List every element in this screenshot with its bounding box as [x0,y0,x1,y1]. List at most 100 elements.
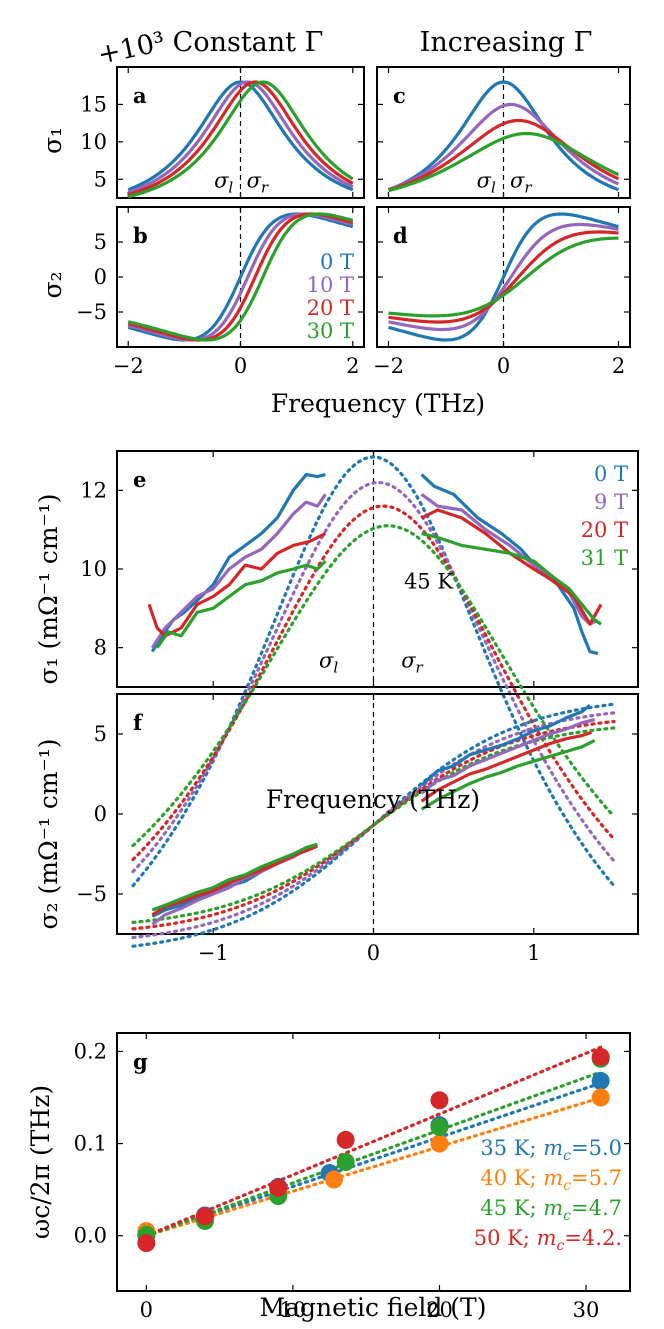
bottom-x-axis-label: Magnetic field (T) [260,1293,487,1322]
series-line-30t [388,131,620,193]
panel-e: 8 10 12 e 0 T 9 T 20 T 31 T 45 K σl σr σ₁ (mΩ⁻¹ cm⁻… [34,450,639,888]
fit-line-45k [144,1070,603,1238]
fit-line-35k [144,1081,603,1238]
y-tick-label: 0 [94,265,107,289]
y-tick-label: 0.1 [74,1132,107,1156]
legend-entry: 20 T [581,518,628,542]
title-increasing-gamma: Increasing Γ [420,27,593,58]
y-tick-label: −5 [76,882,107,906]
panel-d: −2 0 2 d [373,206,631,378]
x-tick-label: −2 [373,354,404,378]
y-tick-label: 12 [80,478,107,502]
data-point-40k [324,1170,343,1189]
x-tick-label: 20 [426,1298,453,1322]
y-tick-label: 5 [94,167,107,191]
fit-line-20t [131,504,616,862]
legend-entry: 10 T [307,273,354,297]
y-tick-label: 5 [94,722,107,746]
data-point-50k [591,1047,610,1066]
data-line-31t-left [155,559,327,649]
x-tick-label: −2 [113,354,144,378]
temperature-label: 45 K [404,570,453,594]
panel-e-label: e [133,467,146,492]
panel-a: 5 10 15 a σl σr σ₁ [38,66,365,199]
y-axis-label: σ₁ [38,127,67,154]
fit-line-40k [144,1096,603,1238]
annotation-sigma-r: σr [247,169,269,197]
y-tick-label: 0 [94,802,107,826]
panel-d-label: d [393,223,408,248]
data-line-9t-right [420,493,599,626]
x-tick-label: 0 [234,354,247,378]
y-tick-label: 5 [94,230,107,254]
y-axis-label: σ₂ [38,271,67,298]
legend-entry: 35 K; mc=5.0 [480,1136,622,1164]
panel-b-label: b [133,223,148,248]
series-line-0t [388,212,619,342]
data-line-9t-left [150,493,327,649]
data-line-20t-right [420,730,593,803]
legend-entry: 31 T [581,546,628,570]
y-tick-label: 8 [94,636,107,660]
annotation-sigma-r: σr [510,169,532,197]
series-line-30t [127,212,354,342]
data-point-35k [591,1071,610,1090]
data-point-50k [195,1207,214,1226]
series-line-30t [388,236,619,318]
data-line-31t-right [421,532,602,626]
y-tick-label: 10 [80,557,107,581]
x-tick-label: 0 [367,941,380,965]
mid-x-axis-label: Frequency (THz) [266,785,480,814]
x-tick-label: 1 [527,941,540,965]
fit-line-50k [144,1045,603,1238]
fit-line-20t [131,719,616,931]
data-point-50k [269,1178,288,1197]
panel-c-label: c [393,83,406,108]
panel-b: −2 0 2 −5 0 5 b 0 T10 T20 T30 T σ₂ [38,206,365,378]
y-tick-label: 10 [80,130,107,154]
panel-f-label: f [133,710,144,735]
x-tick-label: 2 [346,354,359,378]
title-constant-gamma: Constant Γ [173,27,324,58]
x-tick-label: 0 [140,1298,153,1322]
panel-a-label: a [133,83,147,108]
x-tick-label: 30 [573,1298,600,1322]
panel-g-frame [116,1032,631,1292]
data-line-20t-right [420,508,603,626]
data-line-20t-left [151,844,319,917]
fit-line-31t [131,524,616,848]
panel-c: c σl σr [376,66,631,199]
legend-entry: 9 T [594,490,628,514]
data-line-31t-right [420,738,596,811]
offset-label: +10³ [95,26,168,70]
panel-g: 0 10 20 30 0.0 0.1 0.2 g 35 K; mc=5.040 K; mc=5.… [26,1032,631,1322]
series-line-0t [127,80,354,192]
legend-entry: 30 T [307,319,354,343]
x-tick-label: 2 [612,354,625,378]
legend-entry: 20 T [307,296,354,320]
data-line-0t-right [420,703,591,787]
y-tick-label: 15 [80,92,107,116]
data-point-45k [430,1117,449,1136]
panel-e-frame [116,450,639,688]
x-tick-label: 10 [280,1298,307,1322]
series-line-30t [127,80,354,199]
legend-entry: 50 K; mc=4.2. [474,1226,622,1254]
panel-f: −1 0 1 −5 0 5 f σ₂ (mΩ⁻¹ cm⁻¹) [34,693,639,965]
data-point-40k [591,1088,610,1107]
y-tick-label: −5 [76,300,107,324]
y-tick-label: 0.2 [74,1039,107,1063]
y-tick-label: 0.0 [74,1224,107,1248]
data-point-50k [336,1130,355,1149]
data-point-40k [430,1134,449,1153]
annotation-sigma-l: σl [214,169,233,197]
x-tick-label: 0 [497,354,510,378]
data-point-50k [430,1091,449,1110]
data-line-0t-right [420,473,599,656]
series-line-10t [127,80,354,194]
x-tick-label: −1 [198,941,229,965]
y-axis-label: σ₂ (mΩ⁻¹ cm⁻¹) [34,738,63,929]
legend-entry: 0 T [320,250,354,274]
panel-g-label: g [133,1049,148,1074]
